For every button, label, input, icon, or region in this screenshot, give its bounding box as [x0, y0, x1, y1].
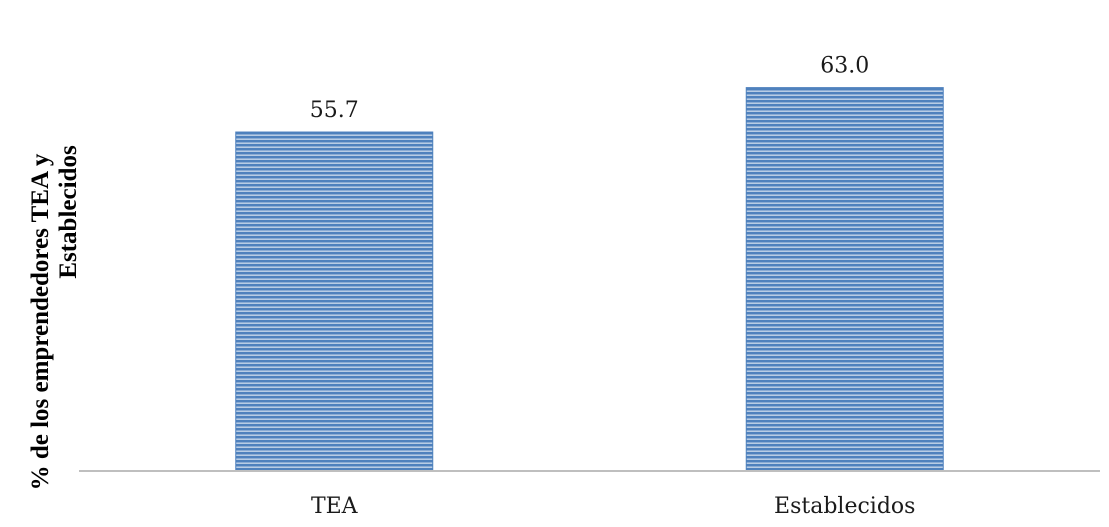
x-tick-label-tea: TEA — [311, 494, 359, 519]
bar-tea — [235, 131, 434, 472]
bars-layer — [235, 87, 944, 472]
y-axis-title-line-2: Establecidos — [55, 145, 82, 279]
bar-establecidos — [745, 87, 944, 472]
data-label-tea: 55.7 — [310, 98, 359, 123]
labels-layer: 55.7 TEA 63.0 Establecidos — [310, 54, 916, 519]
y-axis-title-line-1: % de los emprendedores TEA y — [27, 153, 54, 490]
x-tick-label-establecidos: Establecidos — [774, 494, 915, 519]
data-label-establecidos: 63.0 — [820, 54, 869, 79]
